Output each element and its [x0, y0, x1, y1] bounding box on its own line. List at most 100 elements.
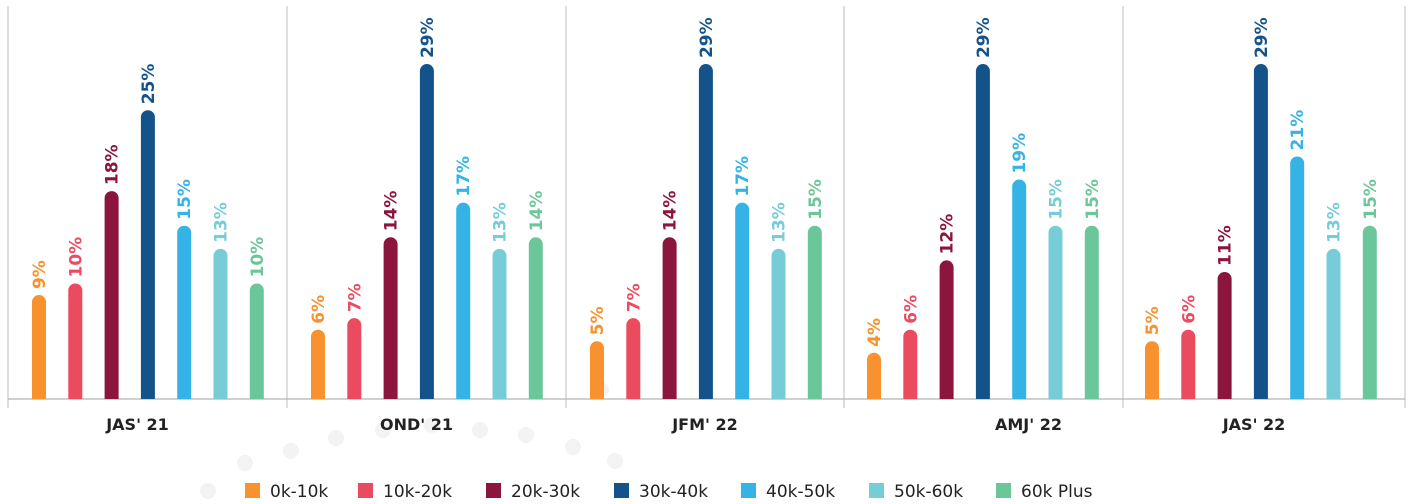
- category-label: AMJ' 22: [995, 415, 1062, 434]
- bar: [419, 64, 434, 400]
- data-label: 10%: [248, 237, 268, 278]
- data-label: 7%: [624, 283, 644, 312]
- decor-dot: [375, 422, 391, 438]
- bar: [867, 352, 881, 399]
- bar: [1084, 225, 1099, 399]
- legend-label: 50k-60k: [894, 482, 963, 502]
- data-label: 14%: [661, 191, 681, 232]
- data-label: 17%: [454, 156, 474, 197]
- bar: [1012, 179, 1027, 399]
- category-label: OND' 21: [380, 415, 453, 434]
- bars: [32, 64, 1377, 400]
- bar: [1181, 329, 1196, 399]
- category-label: JFM' 22: [671, 415, 738, 434]
- data-label: 13%: [491, 202, 511, 243]
- bar: [807, 225, 822, 399]
- bar: [1145, 341, 1159, 399]
- bar: [140, 110, 155, 399]
- bar: [1362, 225, 1377, 399]
- bar: [528, 237, 543, 399]
- data-label: 14%: [527, 191, 547, 232]
- category-labels: JAS' 21 OND' 21 JFM' 22 AMJ' 22 JAS' 22: [105, 415, 1285, 434]
- data-label: 29%: [974, 17, 994, 58]
- bar: [32, 295, 46, 399]
- bar: [347, 318, 362, 399]
- legend-label: 40k-50k: [766, 482, 835, 502]
- data-label: 11%: [1216, 225, 1236, 266]
- bar: [456, 202, 471, 399]
- data-labels: 9% 10% 18% 25% 15% 13% 10% 6% 7% 14% 29% 17% 13% 14% 5…: [30, 17, 1381, 346]
- decorative-dots: [200, 382, 623, 499]
- bar: [903, 329, 918, 399]
- bar: [771, 248, 786, 399]
- decor-dot: [607, 453, 623, 469]
- legend-swatch: [358, 483, 373, 498]
- bar: [68, 283, 83, 399]
- decor-dot: [283, 443, 299, 459]
- category-label: JAS' 22: [1222, 415, 1286, 434]
- data-label: 21%: [1288, 110, 1308, 151]
- bar: [735, 202, 750, 399]
- bar: [311, 329, 325, 399]
- data-label: 15%: [1361, 179, 1381, 220]
- data-label: 6%: [901, 295, 921, 324]
- bar: [1048, 225, 1063, 399]
- data-label: 5%: [588, 306, 608, 335]
- data-label: 19%: [1010, 133, 1030, 174]
- legend: 0k-10k 10k-20k 20k-30k 30k-40k 40k-50k 50k-60…: [245, 482, 1093, 502]
- data-label: 13%: [212, 202, 232, 243]
- bar: [213, 248, 228, 399]
- bar: [249, 283, 264, 399]
- data-label: 13%: [770, 202, 790, 243]
- bar: [177, 225, 192, 399]
- legend-swatch: [996, 483, 1011, 498]
- data-label: 15%: [175, 179, 195, 220]
- bar: [975, 64, 990, 400]
- bar: [1290, 156, 1305, 399]
- data-label: 10%: [66, 237, 86, 278]
- data-label: 7%: [345, 283, 365, 312]
- bar: [1217, 271, 1232, 399]
- data-label: 12%: [938, 214, 958, 255]
- data-label: 15%: [806, 179, 826, 220]
- data-label: 14%: [382, 191, 402, 232]
- legend-swatch: [614, 483, 629, 498]
- legend-label: 10k-20k: [383, 482, 452, 502]
- legend-label: 0k-10k: [270, 482, 328, 502]
- bar: [590, 341, 605, 399]
- data-label: 15%: [1047, 179, 1067, 220]
- legend-label: 20k-30k: [511, 482, 580, 502]
- bar: [104, 191, 119, 399]
- bar: [626, 318, 641, 399]
- bar: [1253, 64, 1268, 400]
- data-label: 9%: [30, 260, 50, 289]
- data-label: 25%: [139, 64, 159, 105]
- category-label: JAS' 21: [105, 415, 169, 434]
- bar: [939, 260, 954, 399]
- decor-dot: [424, 417, 440, 433]
- decor-dot: [328, 430, 344, 446]
- decor-dot: [200, 483, 216, 499]
- data-label: 13%: [1325, 202, 1345, 243]
- legend-swatch: [741, 483, 756, 498]
- bar: [1326, 248, 1341, 399]
- data-label: 15%: [1083, 179, 1103, 220]
- legend-swatch: [869, 483, 884, 498]
- decor-dot: [518, 427, 534, 443]
- legend-label: 30k-40k: [639, 482, 708, 502]
- data-label: 4%: [865, 318, 885, 347]
- data-label: 18%: [103, 144, 123, 185]
- legend-swatch: [245, 483, 260, 498]
- data-label: 29%: [697, 17, 717, 58]
- group-dividers: [7, 6, 1406, 408]
- legend-label: 60k Plus: [1021, 482, 1093, 502]
- bar: [698, 64, 713, 400]
- data-label: 6%: [309, 295, 329, 324]
- data-label: 29%: [1252, 17, 1272, 58]
- bar: [383, 237, 398, 399]
- data-label: 5%: [1143, 306, 1163, 335]
- decor-dot: [472, 422, 488, 438]
- decor-dot: [237, 455, 253, 471]
- data-label: 6%: [1179, 295, 1199, 324]
